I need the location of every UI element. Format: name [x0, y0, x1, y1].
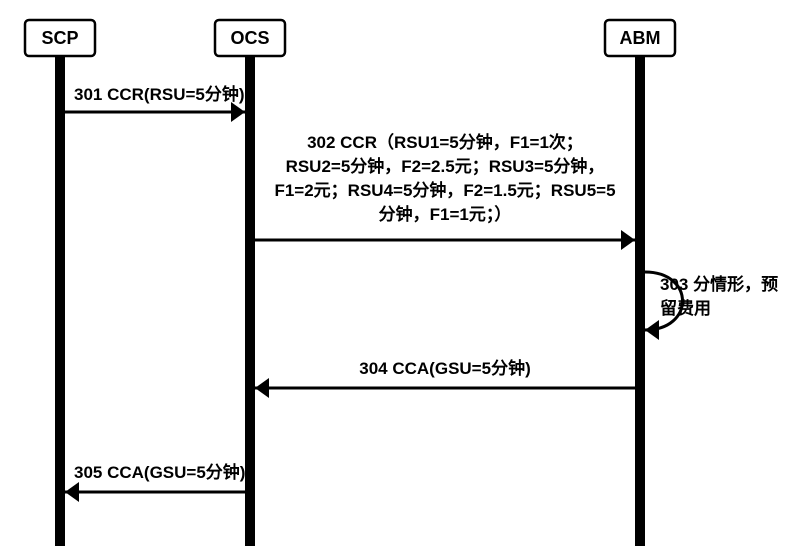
message-text-m301-l0: 301 CCR(RSU=5分钟) [74, 84, 245, 104]
message-text-m302-l0: 302 CCR（RSU1=5分钟，F1=1次； [307, 132, 583, 152]
actor-label-scp: SCP [41, 28, 78, 48]
message-text-m302-l2: F1=2元；RSU4=5分钟，F2=1.5元；RSU5=5 [274, 180, 615, 200]
lifeline-scp [55, 56, 65, 546]
lifeline-ocs [245, 56, 255, 546]
message-text-m305-l0: 305 CCA(GSU=5分钟) [74, 462, 245, 482]
actor-label-ocs: OCS [230, 28, 269, 48]
message-text-m303_self-l0: 303 分情形，预 [660, 274, 778, 294]
actor-label-abm: ABM [620, 28, 661, 48]
message-text-m304-l0: 304 CCA(GSU=5分钟) [359, 358, 530, 378]
message-text-m302-l3: 分钟，F1=1元；） [379, 204, 512, 224]
message-text-m302-l1: RSU2=5分钟，F2=2.5元；RSU3=5分钟， [286, 156, 605, 176]
message-text-m303_self-l1: 留费用 [660, 298, 711, 318]
lifeline-abm [635, 56, 645, 546]
sequence-diagram: SCP OCS ABM 301 CCR(RSU=5分钟) 302 CCR（RSU1=5分… [0, 0, 800, 548]
